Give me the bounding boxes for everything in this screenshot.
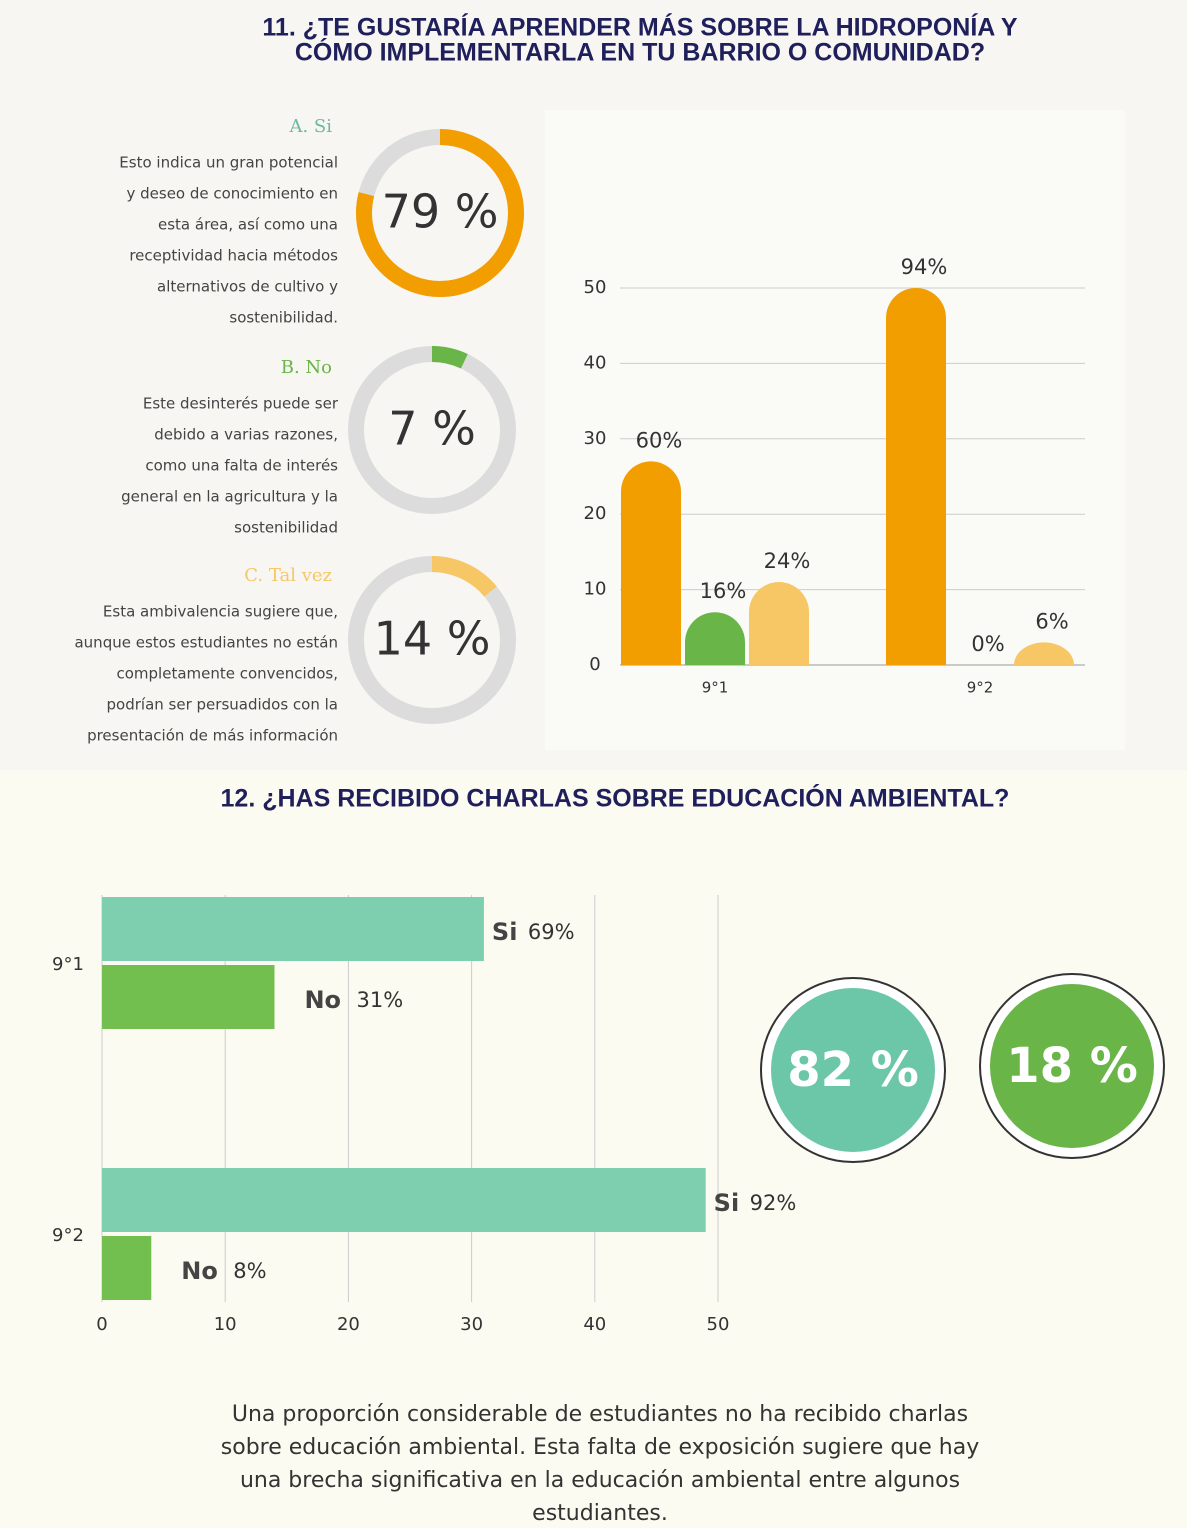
donut-description: aunque estos estudiantes no están (74, 634, 338, 652)
donut-description: sostenibilidad (234, 519, 338, 537)
bar (685, 612, 745, 665)
donut-description: alternativos de cultivo y (157, 278, 338, 296)
paragraph-line: estudiantes. (532, 1501, 668, 1526)
donut-caption: A. Si (288, 116, 332, 137)
donut-description: presentación de más información (87, 727, 338, 745)
donut-description: general en la agricultura y la (121, 488, 338, 506)
donut-description: podrían ser persuadidos con la (107, 696, 338, 714)
bar (1014, 642, 1074, 665)
section-title: CÓMO IMPLEMENTARLA EN TU BARRIO O COMUNI… (295, 37, 985, 67)
donut-arc (431, 556, 497, 597)
donut-description: Este desinterés puede ser (143, 395, 339, 413)
donut-description: sostenibilidad. (229, 309, 338, 327)
paragraph-line: Una proporción considerable de estudiant… (232, 1402, 968, 1427)
donut-caption: C. Tal vez (244, 565, 332, 586)
bar (621, 461, 681, 665)
x-tick-label: 30 (460, 1314, 483, 1335)
section-title: 11. ¿TE GUSTARÍA APRENDER MÁS SOBRE LA H… (262, 13, 1018, 42)
circle-mark (771, 988, 935, 1152)
bar (886, 288, 946, 665)
donut-arc (431, 346, 468, 369)
donut-description: Esta ambivalencia sugiere que, (103, 603, 338, 621)
value-label: 31% (356, 988, 403, 1012)
x-tick-label: 10 (214, 1314, 237, 1335)
section-background (0, 770, 1187, 1528)
donut-label: 14 % (374, 612, 491, 666)
bar (102, 965, 275, 1029)
y-tick-label: 50 (584, 277, 607, 298)
bar (102, 897, 484, 961)
x-tick-label: 9°1 (702, 679, 729, 697)
y-tick-label: 9°2 (52, 1225, 84, 1246)
section-title: 12. ¿HAS RECIBIDO CHARLAS SOBRE EDUCACIÓ… (221, 783, 1010, 813)
donut-description: debido a varias razones, (154, 426, 338, 444)
y-tick-label: 20 (584, 503, 607, 524)
y-tick-label: 0 (589, 654, 600, 675)
donut-label: 79 % (382, 185, 499, 239)
value-label: 6% (1035, 609, 1068, 633)
value-label: 16% (700, 579, 747, 603)
bar (102, 1236, 152, 1300)
circle-label: 18 % (1006, 1038, 1138, 1094)
series-name: Si (714, 1189, 740, 1217)
value-label: 0% (971, 632, 1004, 656)
paragraph-line: una brecha significativa en la educación… (240, 1468, 960, 1493)
donut-arc (356, 129, 524, 297)
x-tick-label: 9°2 (967, 679, 994, 697)
bar (102, 1168, 706, 1232)
donut-description: esta área, así como una (158, 216, 338, 234)
donut-caption: B. No (281, 357, 332, 378)
series-name: No (304, 986, 341, 1014)
circle-mark (990, 984, 1154, 1148)
x-tick-label: 20 (337, 1314, 360, 1335)
y-tick-label: 9°1 (52, 954, 84, 975)
series-name: No (181, 1257, 218, 1285)
x-tick-label: 0 (96, 1314, 107, 1335)
y-tick-label: 30 (584, 428, 607, 449)
donut-description: como una falta de interés (145, 457, 338, 475)
paragraph-line: sobre educación ambiental. Esta falta de… (221, 1435, 979, 1460)
value-label: 92% (750, 1191, 797, 1215)
donut-description: receptividad hacia métodos (129, 247, 338, 265)
value-label: 8% (233, 1259, 266, 1283)
donut-label: 7 % (388, 402, 476, 456)
y-tick-label: 40 (584, 352, 607, 373)
y-tick-label: 10 (584, 579, 607, 600)
value-label: 94% (901, 255, 948, 279)
series-name: Si (492, 918, 518, 946)
x-tick-label: 50 (707, 1314, 730, 1335)
value-label: 60% (636, 428, 683, 452)
value-label: 69% (528, 920, 575, 944)
x-tick-label: 40 (583, 1314, 606, 1335)
donut-description: y deseo de conocimiento en (126, 185, 338, 203)
donut-description: completamente convencidos, (117, 665, 339, 683)
bar (749, 582, 809, 665)
circle-label: 82 % (787, 1042, 919, 1098)
donut-description: Esto indica un gran potencial (119, 154, 338, 172)
value-label: 24% (764, 549, 811, 573)
